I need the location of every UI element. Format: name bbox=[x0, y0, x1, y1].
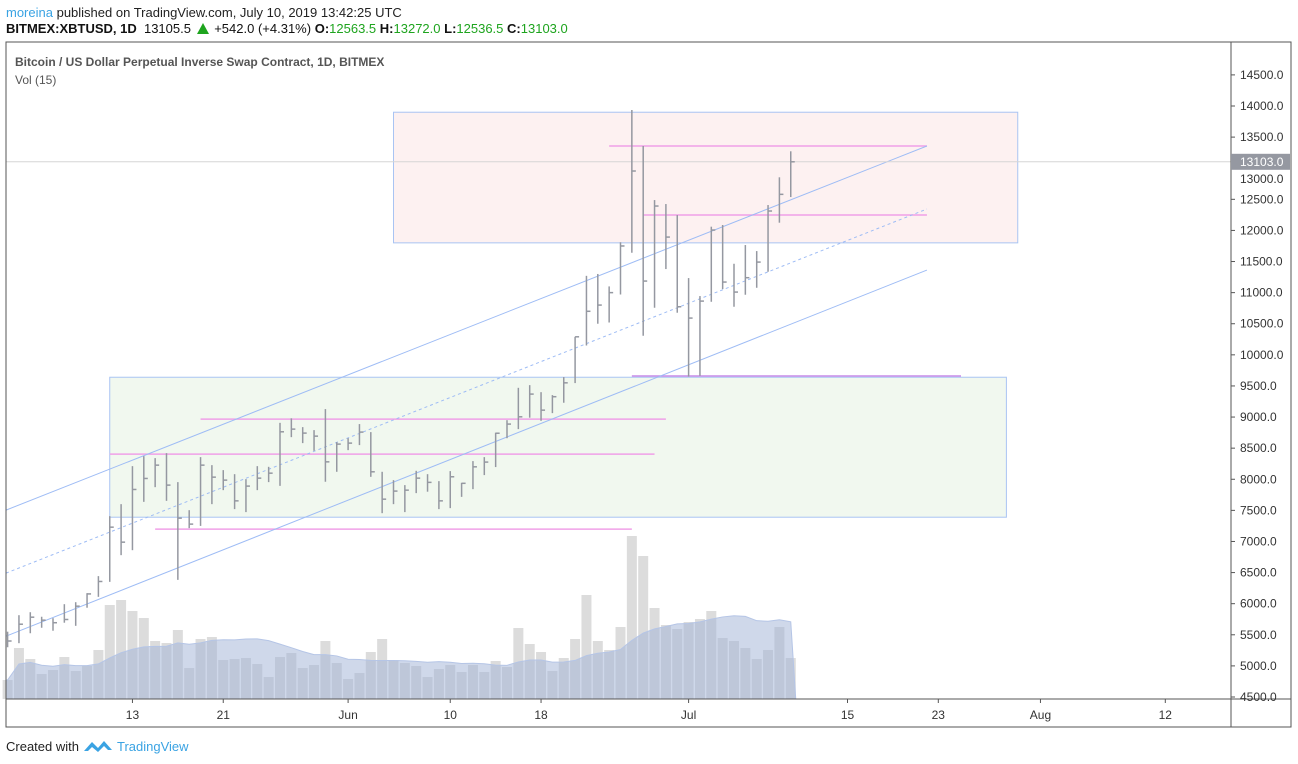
volume-bar bbox=[581, 595, 592, 699]
price-axis-label: 8000.0 bbox=[1240, 472, 1277, 486]
price-axis-label: 9500.0 bbox=[1240, 379, 1277, 393]
last-price: 13105.5 bbox=[143, 21, 191, 36]
author-link[interactable]: moreina bbox=[6, 5, 53, 20]
time-axis-label: 10 bbox=[444, 708, 458, 722]
volume-bar bbox=[626, 536, 637, 699]
time-axis-label: Aug bbox=[1030, 708, 1051, 722]
low-label: L: bbox=[444, 21, 457, 36]
time-axis-label: Jun bbox=[338, 708, 357, 722]
price-axis-label: 14000.0 bbox=[1240, 99, 1284, 113]
footer: Created with TradingView bbox=[6, 738, 189, 754]
price-axis-label: 12500.0 bbox=[1240, 192, 1284, 206]
volume-bar bbox=[104, 605, 115, 699]
price-axis-label: 9000.0 bbox=[1240, 410, 1277, 424]
publish-text: published on TradingView.com, July 10, 2… bbox=[56, 5, 402, 20]
price-axis-label: 10000.0 bbox=[1240, 348, 1284, 362]
time-axis-label: 18 bbox=[534, 708, 548, 722]
price-axis-label: 14500.0 bbox=[1240, 68, 1284, 82]
time-axis-label: 23 bbox=[932, 708, 946, 722]
price-axis-label: 5500.0 bbox=[1240, 628, 1277, 642]
channel-lower[interactable] bbox=[5, 269, 928, 637]
time-axis-label: 21 bbox=[217, 708, 231, 722]
publish-info: moreina published on TradingView.com, Ju… bbox=[6, 5, 402, 20]
price-axis-label: 6500.0 bbox=[1240, 566, 1277, 580]
price-axis-label: 6000.0 bbox=[1240, 597, 1277, 611]
price-axis-label: 4500.0 bbox=[1240, 690, 1277, 704]
time-axis-label: Jul bbox=[681, 708, 696, 722]
support-zone[interactable] bbox=[109, 376, 1007, 518]
price-axis-label: 12000.0 bbox=[1240, 223, 1284, 237]
low-value: 12536.5 bbox=[456, 21, 504, 36]
channel-upper[interactable] bbox=[5, 145, 928, 511]
tradingview-logo-icon bbox=[83, 741, 112, 752]
time-axis-label: 12 bbox=[1159, 708, 1173, 722]
high-label: H: bbox=[379, 21, 394, 36]
symbol-name: BITMEX:XBTUSD, 1D bbox=[6, 21, 137, 36]
price-axis-label: 13500.0 bbox=[1240, 130, 1284, 144]
price-change: +542.0 (+4.31%) bbox=[214, 21, 312, 36]
time-axis-label: 15 bbox=[841, 708, 855, 722]
price-axis-label: 7000.0 bbox=[1240, 534, 1277, 548]
resistance-zone[interactable] bbox=[393, 111, 1019, 244]
volume-indicator-label[interactable]: Vol (15) bbox=[15, 73, 57, 87]
price-axis-label: 13000.0 bbox=[1240, 172, 1284, 186]
high-value: 13272.0 bbox=[393, 21, 441, 36]
volume-bar bbox=[116, 600, 127, 699]
volume-ma-area bbox=[5, 615, 797, 700]
last-price-label: 13103.0 bbox=[1240, 155, 1284, 169]
open-label: O: bbox=[314, 21, 330, 36]
close-value: 13103.0 bbox=[520, 21, 568, 36]
price-axis-label: 10500.0 bbox=[1240, 317, 1284, 331]
up-triangle-icon bbox=[196, 23, 209, 34]
tradingview-brand-link[interactable]: TradingView bbox=[116, 738, 189, 754]
symbol-quote: BITMEX:XBTUSD, 1D 13105.5 +542.0 (+4.31%… bbox=[6, 21, 568, 36]
chart-legend: Bitcoin / US Dollar Perpetual Inverse Sw… bbox=[15, 53, 384, 89]
price-axis-label: 11000.0 bbox=[1240, 286, 1283, 300]
price-axis-label: 11500.0 bbox=[1240, 255, 1283, 269]
volume-bar bbox=[638, 556, 649, 699]
open-value: 12563.5 bbox=[329, 21, 377, 36]
last-price-label-box bbox=[1231, 153, 1290, 170]
created-with-text: Created with bbox=[6, 738, 79, 754]
price-axis-label: 7500.0 bbox=[1240, 503, 1277, 517]
price-axis-label: 8500.0 bbox=[1240, 441, 1277, 455]
price-axis-label: 5000.0 bbox=[1240, 659, 1277, 673]
close-label: C: bbox=[507, 21, 521, 36]
chart-frame bbox=[5, 41, 1292, 728]
chart-title: Bitcoin / US Dollar Perpetual Inverse Sw… bbox=[15, 55, 385, 69]
time-axis-label: 13 bbox=[126, 708, 140, 722]
